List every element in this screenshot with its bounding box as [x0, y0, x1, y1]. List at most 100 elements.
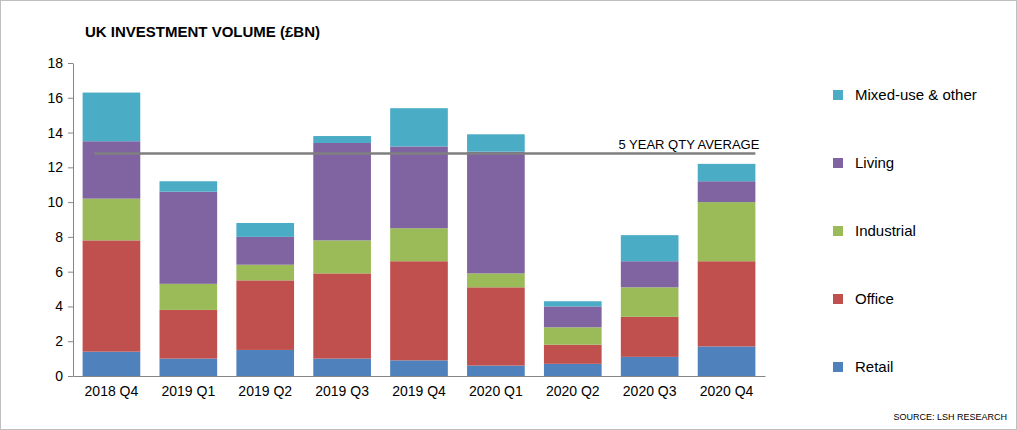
x-tick-label: 2020 Q1 [469, 383, 523, 399]
chart-frame [1, 1, 1017, 430]
y-tick: 2 [55, 333, 73, 349]
bar [390, 261, 448, 360]
x-tick-label: 2019 Q4 [392, 383, 446, 399]
y-tick-label: 18 [47, 55, 63, 71]
x-tick-label: 2018 Q4 [85, 383, 139, 399]
bar [544, 364, 602, 376]
bar [467, 287, 525, 365]
x-tick: 2019 Q1 [161, 383, 215, 399]
x-tick: 2018 Q4 [85, 383, 139, 399]
bar [698, 181, 756, 202]
legend-label: Office [855, 290, 894, 307]
x-tick-label: 2020 Q3 [623, 383, 677, 399]
source: SOURCE: LSH RESEARCH [893, 412, 1007, 422]
legend-label: Industrial [855, 222, 916, 239]
bar [698, 164, 756, 181]
plot: 0246810121416182018 Q42019 Q12019 Q22019… [47, 55, 765, 399]
bar [544, 327, 602, 344]
legend-item: Mixed-use & other [833, 86, 977, 103]
y-tick-mark [68, 167, 73, 168]
bar [390, 360, 448, 376]
y-tick: 12 [47, 159, 73, 175]
y-tick-mark [68, 376, 73, 377]
bar [698, 346, 756, 376]
x-tick: 2020 Q4 [700, 383, 754, 399]
x-tick: 2020 Q1 [469, 383, 523, 399]
y-tick-mark [68, 237, 73, 238]
bar [467, 366, 525, 376]
y-tick-mark [68, 341, 73, 342]
average-line [94, 152, 755, 155]
legend-swatch [833, 226, 843, 236]
x-tick: 2020 Q3 [623, 383, 677, 399]
bar [83, 352, 141, 376]
bar [621, 235, 679, 261]
y-tick-label: 8 [55, 229, 63, 245]
bar [83, 141, 141, 198]
y-tick-label: 6 [55, 264, 63, 280]
y-tick-label: 14 [47, 125, 63, 141]
y-tick: 4 [55, 298, 73, 314]
bar [621, 287, 679, 317]
marks [83, 93, 756, 376]
bar [160, 359, 218, 376]
x-tick: 2020 Q2 [546, 383, 600, 399]
y-tick-label: 12 [47, 159, 63, 175]
bar [621, 357, 679, 376]
bar [544, 301, 602, 306]
y-axis-line [73, 64, 74, 377]
legend-item: Living [833, 154, 894, 171]
y-tick: 6 [55, 264, 73, 280]
y-tick: 16 [47, 90, 73, 106]
x-axis-line [74, 376, 766, 377]
bar [236, 350, 294, 376]
bar [544, 306, 602, 327]
y-tick: 14 [47, 125, 73, 141]
y-tick-mark [68, 202, 73, 203]
bar [390, 228, 448, 261]
y-tick-mark [68, 306, 73, 307]
x-tick-label: 2019 Q1 [161, 383, 215, 399]
x-tick-label: 2019 Q2 [238, 383, 292, 399]
y-tick: 8 [55, 229, 73, 245]
title: UK INVESTMENT VOLUME (£BN) [85, 23, 320, 40]
bar [83, 240, 141, 351]
legend-item: Office [833, 290, 894, 307]
x-tick-label: 2020 Q4 [700, 383, 754, 399]
bar [236, 280, 294, 350]
legend-label: Retail [855, 358, 893, 375]
legend-label: Living [855, 154, 894, 171]
chart: UK INVESTMENT VOLUME (£BN) SOURCE: LSH RE… [0, 0, 1017, 430]
average-label: 5 YEAR QTY AVERAGE [618, 137, 759, 152]
bar [160, 284, 218, 310]
bar [390, 108, 448, 146]
y-tick-label: 10 [47, 194, 63, 210]
bar [83, 93, 141, 142]
legend-swatch [833, 294, 843, 304]
y-tick-mark [68, 98, 73, 99]
bar [467, 273, 525, 287]
bar [698, 202, 756, 261]
y-tick-mark [68, 63, 73, 64]
legend-item: Industrial [833, 222, 916, 239]
bar [698, 261, 756, 346]
x-tick-label: 2019 Q3 [315, 383, 369, 399]
bar [236, 265, 294, 281]
bar [621, 261, 679, 287]
bar [313, 273, 371, 358]
y-tick-mark [68, 133, 73, 134]
legend-swatch [833, 158, 843, 168]
x-tick: 2019 Q3 [315, 383, 369, 399]
legend: Mixed-use & other Living Industrial Office R… [833, 86, 977, 375]
legend-item: Retail [833, 358, 893, 375]
y-tick-mark [68, 272, 73, 273]
bar [83, 199, 141, 241]
bar [236, 237, 294, 265]
x-tick-label: 2020 Q2 [546, 383, 600, 399]
legend-swatch [833, 90, 843, 100]
bar [467, 134, 525, 151]
y-tick-label: 16 [47, 90, 63, 106]
bar [390, 146, 448, 228]
bar [313, 136, 371, 143]
bar [313, 143, 371, 240]
